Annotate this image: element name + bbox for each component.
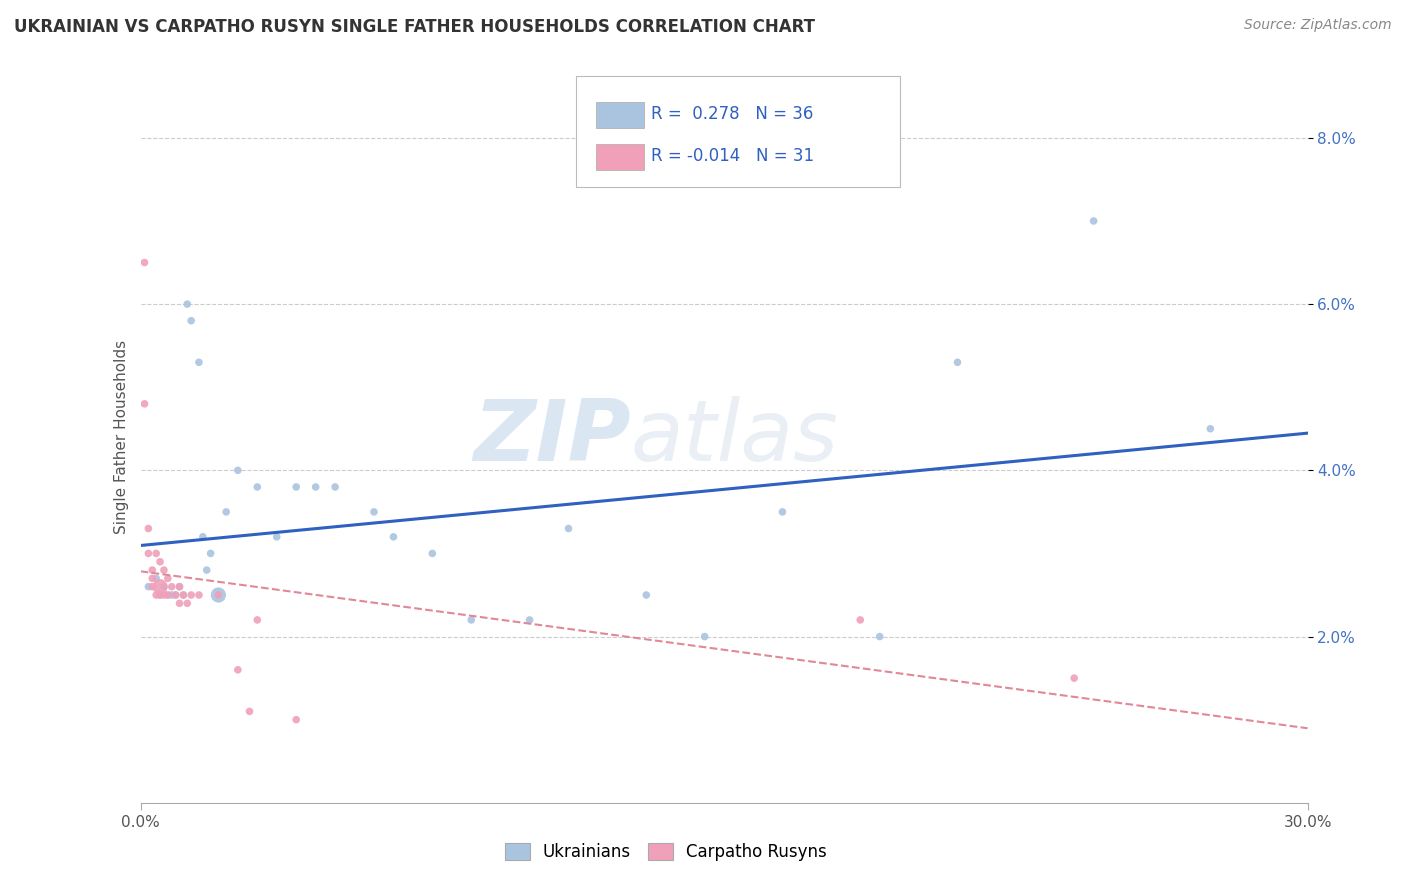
Point bbox=[226, 663, 249, 677]
Legend: Ukrainians, Carpatho Rusyns: Ukrainians, Carpatho Rusyns bbox=[498, 836, 834, 868]
Point bbox=[169, 580, 191, 594]
Point bbox=[145, 546, 167, 560]
Point bbox=[226, 463, 249, 477]
Point bbox=[172, 588, 194, 602]
Point bbox=[246, 613, 269, 627]
Point bbox=[191, 530, 214, 544]
Point bbox=[165, 588, 187, 602]
Point bbox=[149, 588, 172, 602]
Point bbox=[138, 546, 160, 560]
Point bbox=[215, 505, 238, 519]
Point bbox=[134, 397, 156, 411]
Point bbox=[207, 588, 229, 602]
Point bbox=[145, 571, 167, 585]
Text: Source: ZipAtlas.com: Source: ZipAtlas.com bbox=[1244, 18, 1392, 32]
Point bbox=[176, 297, 198, 311]
Point bbox=[169, 596, 191, 610]
Point bbox=[195, 563, 218, 577]
Point bbox=[149, 580, 172, 594]
Point bbox=[207, 588, 229, 602]
Point bbox=[266, 530, 288, 544]
Point bbox=[422, 546, 444, 560]
Point bbox=[772, 505, 794, 519]
Text: R = -0.014   N = 31: R = -0.014 N = 31 bbox=[651, 147, 814, 165]
Point bbox=[156, 571, 179, 585]
Point bbox=[149, 555, 172, 569]
Point bbox=[176, 596, 198, 610]
Point bbox=[869, 630, 891, 644]
Point bbox=[238, 705, 260, 719]
Point bbox=[305, 480, 328, 494]
Point bbox=[149, 588, 172, 602]
Y-axis label: Single Father Households: Single Father Households bbox=[114, 340, 129, 534]
Point bbox=[1083, 214, 1105, 228]
Point bbox=[172, 588, 194, 602]
Point bbox=[382, 530, 405, 544]
Point bbox=[141, 571, 163, 585]
Point bbox=[138, 521, 160, 535]
Point bbox=[557, 521, 579, 535]
Point bbox=[138, 580, 160, 594]
Point bbox=[200, 546, 222, 560]
Point bbox=[141, 580, 163, 594]
Point bbox=[188, 355, 211, 369]
Point bbox=[134, 255, 156, 269]
Point bbox=[160, 580, 183, 594]
Point bbox=[160, 588, 183, 602]
Text: atlas: atlas bbox=[631, 395, 839, 479]
Point bbox=[285, 713, 308, 727]
Point bbox=[363, 505, 385, 519]
Text: UKRAINIAN VS CARPATHO RUSYN SINGLE FATHER HOUSEHOLDS CORRELATION CHART: UKRAINIAN VS CARPATHO RUSYN SINGLE FATHE… bbox=[14, 18, 815, 36]
Point bbox=[165, 588, 187, 602]
Point bbox=[145, 588, 167, 602]
Point bbox=[180, 314, 202, 328]
Point bbox=[1199, 422, 1222, 436]
Point bbox=[1063, 671, 1085, 685]
Point bbox=[156, 588, 179, 602]
Point bbox=[519, 613, 541, 627]
Point bbox=[323, 480, 346, 494]
Point bbox=[460, 613, 482, 627]
Text: ZIP: ZIP bbox=[472, 395, 631, 479]
Point bbox=[636, 588, 658, 602]
Point bbox=[693, 630, 716, 644]
Text: R =  0.278   N = 36: R = 0.278 N = 36 bbox=[651, 105, 813, 123]
Point bbox=[285, 480, 308, 494]
Point bbox=[153, 580, 176, 594]
Point bbox=[169, 580, 191, 594]
Point bbox=[849, 613, 872, 627]
Point bbox=[180, 588, 202, 602]
Point bbox=[246, 480, 269, 494]
Point bbox=[156, 588, 179, 602]
Point bbox=[946, 355, 969, 369]
Point bbox=[141, 563, 163, 577]
Point bbox=[188, 588, 211, 602]
Point bbox=[153, 563, 176, 577]
Point bbox=[153, 588, 176, 602]
